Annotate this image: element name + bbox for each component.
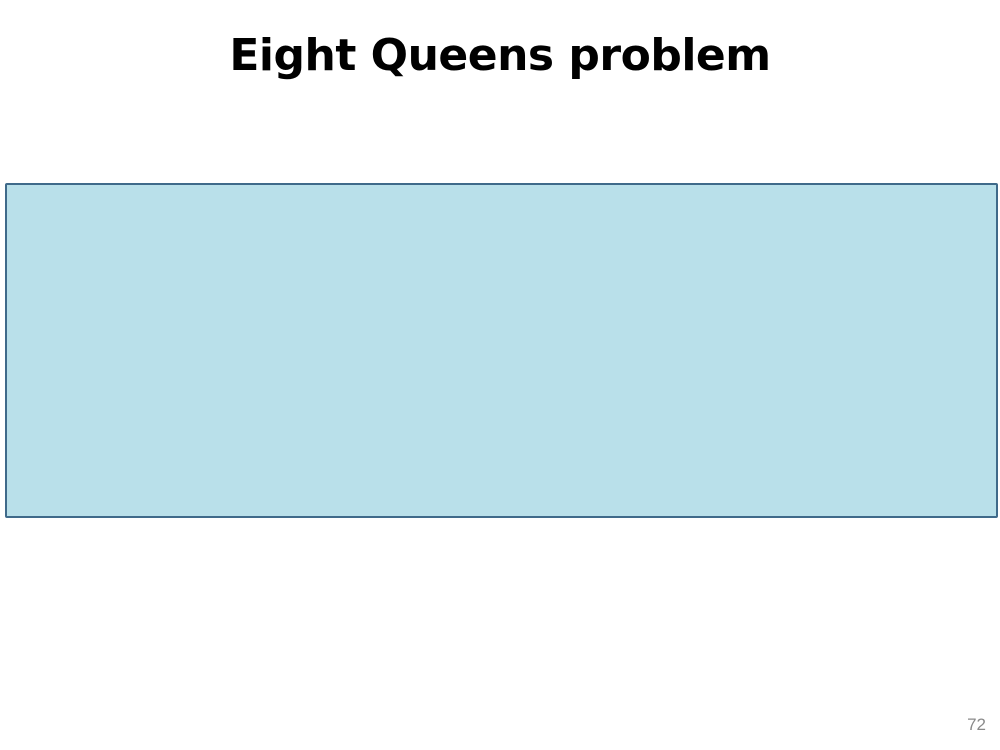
- content-box: [5, 183, 998, 518]
- slide-title: Eight Queens problem: [229, 30, 771, 81]
- page-number: 72: [967, 715, 986, 734]
